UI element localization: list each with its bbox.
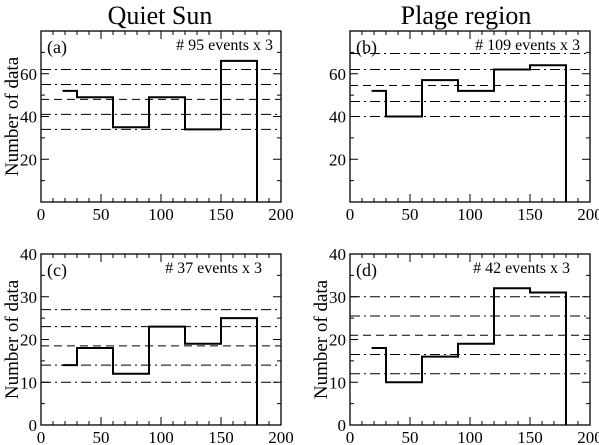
histogram-step-line [371, 287, 567, 425]
events-annotation-d: # 42 events x 3 [473, 260, 570, 277]
panel-label-d: (d) [356, 260, 377, 281]
x-tick-label: 100 [148, 205, 174, 224]
y-tick-label: 20 [20, 331, 37, 350]
y-tick-label: 20 [20, 150, 37, 169]
y-tick-label: 40 [20, 108, 37, 127]
x-tick-label: 0 [346, 205, 355, 224]
x-tick-label: 50 [402, 428, 419, 445]
histogram-step-line [62, 59, 258, 202]
x-tick-label: 150 [517, 428, 543, 445]
plot-frame [40, 253, 282, 426]
y-tick-label: 20 [329, 150, 346, 169]
y-tick-label: 30 [20, 288, 37, 307]
x-tick-label: 0 [37, 428, 46, 445]
y-tick-label: 0 [338, 416, 347, 435]
y-tick-label: 40 [329, 108, 346, 127]
y-tick-label: 0 [29, 416, 38, 435]
x-tick-label: 150 [208, 205, 234, 224]
panel-label-b: (b) [356, 37, 377, 58]
x-tick-label: 50 [402, 205, 419, 224]
histogram-step-line [371, 64, 567, 202]
x-tick-label: 150 [517, 205, 543, 224]
panel-label-a: (a) [47, 37, 67, 58]
y-tick-label: 10 [329, 373, 346, 392]
y-tick-label: 20 [329, 331, 346, 350]
x-tick-label: 200 [268, 205, 294, 224]
y-axis-label: Number of data [311, 279, 332, 399]
y-tick-label: 10 [20, 373, 37, 392]
x-tick-label: 50 [93, 205, 110, 224]
plot-frame [40, 30, 282, 203]
histogram-step-line [62, 317, 258, 425]
panel-label-c: (c) [47, 260, 67, 281]
y-axis-label: Number of data [2, 279, 23, 399]
x-tick-label: 0 [37, 205, 46, 224]
x-tick-label: 50 [93, 428, 110, 445]
y-tick-label: 60 [20, 65, 37, 84]
events-annotation-b: # 109 events x 3 [475, 37, 580, 54]
y-tick-label: 60 [329, 65, 346, 84]
x-tick-label: 200 [577, 205, 599, 224]
y-tick-label: 30 [329, 288, 346, 307]
x-tick-label: 100 [148, 428, 174, 445]
events-annotation-a: # 95 events x 3 [176, 37, 273, 54]
y-tick-label: 40 [20, 245, 37, 264]
column-title-quiet-sun: Quiet Sun [108, 1, 213, 30]
y-axis-label: Number of data [2, 56, 23, 176]
x-tick-label: 100 [457, 205, 483, 224]
x-tick-label: 0 [346, 428, 355, 445]
y-tick-label: 40 [329, 245, 346, 264]
events-annotation-c: # 37 events x 3 [165, 260, 262, 277]
plot-frame [349, 253, 591, 426]
x-tick-label: 200 [268, 428, 294, 445]
x-tick-label: 200 [577, 428, 599, 445]
column-title-plage-region: Plage region [401, 1, 532, 30]
x-tick-label: 150 [208, 428, 234, 445]
x-tick-label: 100 [457, 428, 483, 445]
